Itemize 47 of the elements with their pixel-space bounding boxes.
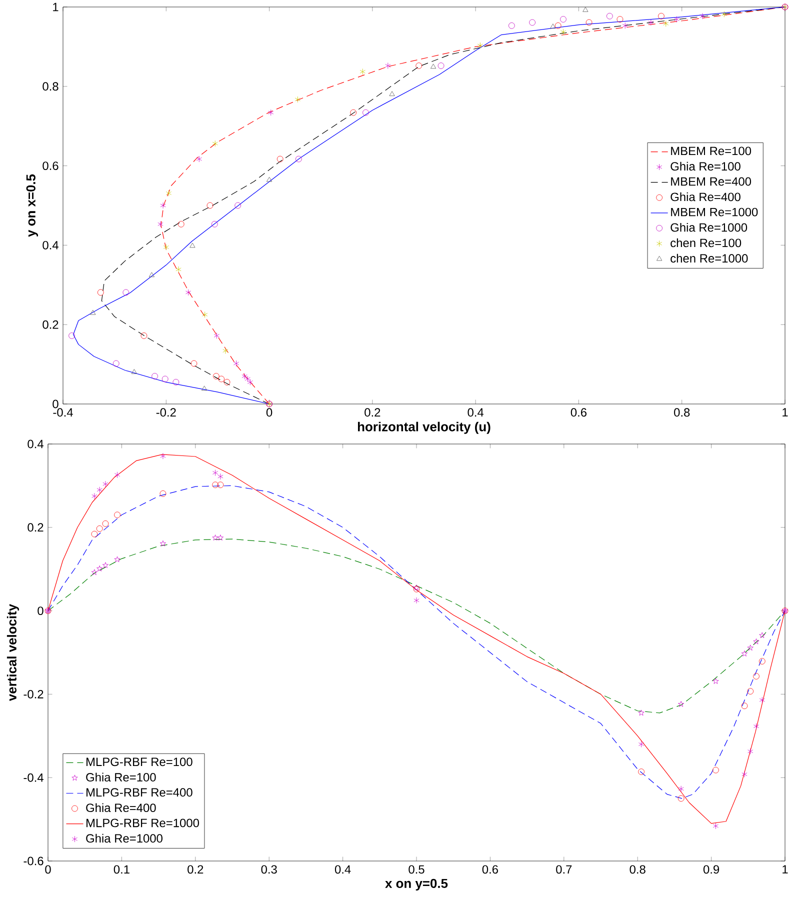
y-axis-title: y on x=0.5 (26, 174, 38, 237)
legend-label: MBEM Re=100 (671, 146, 752, 156)
x-tick-label: -0.2 (156, 408, 176, 417)
legend-label: Ghia Re=100 (670, 162, 740, 171)
y-tick-label: 0.8 (42, 82, 58, 91)
y-tick-label: 0 (52, 400, 58, 408)
y-tick-label: 0.6 (42, 162, 58, 170)
legend-label: chen Re=100 (670, 238, 742, 248)
legend-label: MLPG-RBF Re=400 (86, 788, 192, 797)
legend-label: Ghia Re=1000 (670, 222, 748, 232)
y-tick-label: 0.2 (28, 523, 44, 532)
legend-label: Ghia Re=100 (86, 772, 156, 782)
y-tick-label: 0.2 (42, 320, 58, 329)
legend-label: Ghia Re=1000 (86, 834, 162, 843)
x-tick-label: 0 (266, 408, 272, 417)
y-tick-label: 0.4 (42, 240, 58, 250)
legend-label: MBEM Re=400 (671, 177, 752, 186)
x-tick-label: 0.3 (261, 865, 277, 874)
x-tick-label: 0.1 (114, 865, 130, 874)
x-tick-label: 0.2 (188, 865, 204, 874)
legend-label: MLPG-RBF Re=100 (86, 758, 192, 766)
x-axis-title: horizontal velocity (u) (358, 422, 490, 434)
y-tick-label: 1 (53, 2, 58, 12)
y-tick-label: -0.4 (24, 773, 44, 782)
legend-label: MLPG-RBF Re=1000 (86, 818, 199, 828)
x-tick-label: 1 (782, 865, 788, 874)
legend-label: chen Re=1000 (670, 254, 748, 263)
x-axis-title: x on y=0.5 (385, 878, 448, 891)
y-axis-title: vertical velocity (6, 604, 20, 702)
x-tick-label: 0.8 (674, 408, 690, 417)
x-tick-label: 0.7 (556, 865, 572, 874)
x-tick-label: 0.8 (630, 865, 646, 874)
x-tick-label: 0.9 (703, 865, 720, 874)
y-tick-label: 0 (38, 606, 44, 616)
x-tick-label: 0.5 (408, 865, 424, 874)
x-tick-label: 0.4 (468, 408, 484, 417)
legend-label: Ghia Re=400 (670, 192, 740, 202)
x-tick-label: 0.2 (364, 408, 380, 417)
y-tick-label: 0.4 (28, 440, 44, 448)
x-tick-label: 0.6 (570, 408, 587, 417)
x-tick-label: 0.4 (334, 865, 351, 874)
y-tick-label: -0.2 (24, 690, 44, 698)
legend-label: Ghia Re=400 (86, 803, 156, 812)
legend-label: MBEM Re=1000 (671, 208, 758, 216)
x-tick-label: 0.6 (482, 865, 498, 874)
y-tick-label: -0.6 (24, 856, 44, 866)
x-tick-label: 1 (782, 408, 788, 416)
